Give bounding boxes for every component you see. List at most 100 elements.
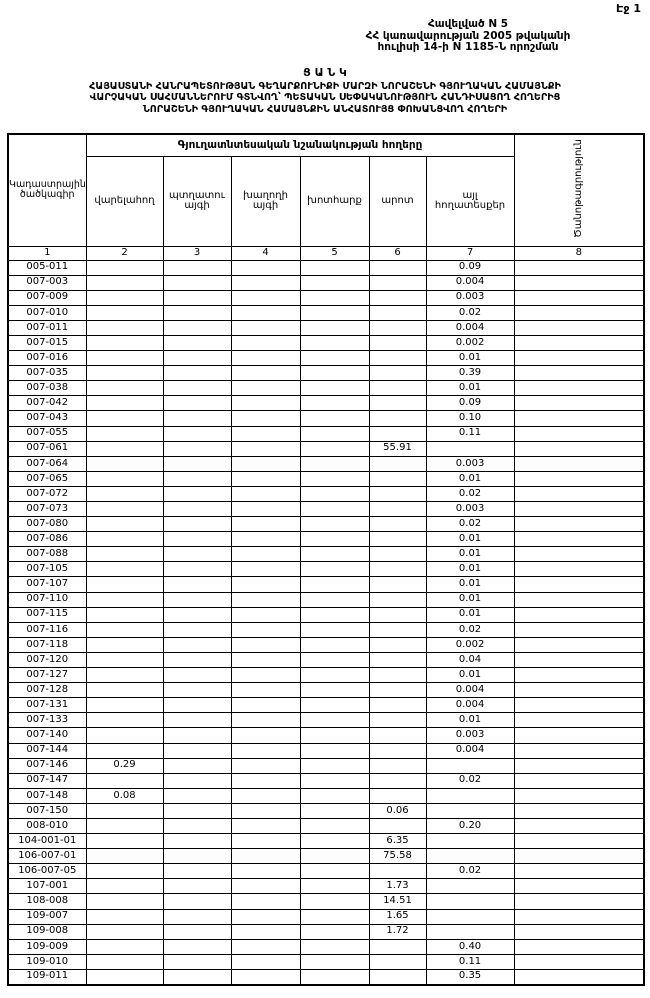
cadastral-code-cell: 106-007-05	[7, 863, 87, 880]
cadastral-code-cell: 107-001	[7, 878, 87, 895]
area-value-cell	[513, 470, 645, 487]
area-value-cell	[368, 953, 427, 970]
area-value-cell: 0.35	[425, 968, 515, 986]
area-value-cell	[230, 651, 301, 669]
area-value-cell	[230, 667, 301, 684]
area-value-cell: 0.01	[425, 470, 515, 487]
area-value-cell	[230, 757, 301, 774]
arable-land-header: վարելահող	[85, 155, 164, 247]
area-value-cell	[299, 350, 370, 367]
area-value-cell	[368, 968, 427, 986]
area-value-cell	[162, 274, 232, 291]
area-value-cell	[368, 350, 427, 367]
area-value-cell	[85, 651, 164, 669]
area-value-cell	[85, 863, 164, 880]
area-value-cell	[85, 500, 164, 518]
area-value-cell	[299, 953, 370, 970]
area-value-cell	[230, 591, 301, 608]
area-value-cell	[425, 802, 515, 819]
table-row: 007-147 0.02	[7, 772, 645, 789]
area-value-cell	[85, 953, 164, 970]
area-value-cell	[85, 682, 164, 699]
area-value-cell	[513, 531, 645, 548]
area-value-cell	[368, 470, 427, 487]
area-value-cell	[299, 968, 370, 986]
table-row: 007-146 0.29	[7, 757, 645, 774]
table-row: 007-128 0.004	[7, 682, 645, 699]
area-value-cell	[299, 516, 370, 533]
column-number-cell: 7	[425, 245, 515, 261]
area-value-cell	[162, 621, 232, 638]
area-value-cell	[299, 757, 370, 774]
area-value-cell	[85, 516, 164, 533]
area-value-cell	[299, 651, 370, 669]
area-value-cell	[368, 274, 427, 291]
area-value-cell	[85, 878, 164, 895]
area-value-cell	[230, 500, 301, 518]
area-value-cell	[299, 863, 370, 880]
area-value-cell	[368, 319, 427, 336]
area-value-cell	[162, 953, 232, 970]
cadastral-code-cell: 007-072	[7, 485, 87, 503]
table-row: 008-010 0.20	[7, 817, 645, 835]
area-value-cell: 0.09	[425, 259, 515, 276]
area-value-cell: 0.01	[425, 591, 515, 608]
cadastral-code-cell: 007-120	[7, 651, 87, 669]
table-row: 007-107 0.01	[7, 576, 645, 593]
area-value-cell	[162, 365, 232, 382]
area-value-cell	[368, 531, 427, 548]
annex-line: ՀՀ կառավարության 2005 թվականի	[365, 29, 571, 42]
area-value-cell: 0.06	[368, 802, 427, 819]
area-value-cell: 0.01	[425, 712, 515, 729]
area-value-cell	[299, 621, 370, 638]
area-value-cell: 0.002	[425, 334, 515, 352]
area-value-cell: 0.39	[425, 365, 515, 382]
area-value-cell	[230, 712, 301, 729]
area-value-cell	[162, 772, 232, 789]
table-row: 007-150 0.06	[7, 802, 645, 819]
area-value-cell	[368, 289, 427, 306]
area-value-cell	[299, 923, 370, 940]
area-value-cell	[85, 621, 164, 638]
area-value-cell	[368, 682, 427, 699]
area-value-cell: 1.65	[368, 908, 427, 925]
area-value-cell	[368, 425, 427, 442]
area-value-cell	[368, 546, 427, 563]
area-value-cell	[368, 757, 427, 774]
area-value-cell	[368, 742, 427, 759]
area-value-cell	[299, 410, 370, 427]
area-value-cell	[368, 938, 427, 955]
area-value-cell	[299, 500, 370, 518]
area-value-cell	[230, 606, 301, 623]
area-value-cell	[368, 636, 427, 653]
table-row: 007-043 0.10	[7, 410, 645, 427]
area-value-cell	[85, 395, 164, 412]
area-value-cell	[230, 319, 301, 336]
area-value-cell	[513, 727, 645, 744]
cadastral-code-cell: 007-016	[7, 350, 87, 367]
area-value-cell	[230, 365, 301, 382]
area-value-cell	[85, 833, 164, 850]
area-value-cell	[368, 621, 427, 638]
area-value-cell	[368, 259, 427, 276]
area-value-cell: 6.35	[368, 833, 427, 850]
area-value-cell	[85, 802, 164, 819]
area-value-cell	[368, 817, 427, 835]
column-number-cell: 2	[85, 245, 164, 261]
area-value-cell: 0.20	[425, 817, 515, 835]
area-value-cell	[85, 319, 164, 336]
cadastral-code-cell: 007-110	[7, 591, 87, 608]
area-value-cell	[513, 561, 645, 578]
area-value-cell	[85, 968, 164, 986]
area-value-cell	[425, 878, 515, 895]
area-value-cell	[368, 697, 427, 714]
area-value-cell	[162, 259, 232, 276]
area-value-cell: 0.004	[425, 274, 515, 291]
area-value-cell	[85, 667, 164, 684]
area-value-cell	[299, 727, 370, 744]
area-value-cell	[162, 863, 232, 880]
cadastral-code-header: Կադաստրային ծածկագիր	[7, 133, 87, 247]
table-row: 007-127 0.01	[7, 667, 645, 684]
area-value-cell: 0.004	[425, 742, 515, 759]
area-value-cell: 0.29	[85, 757, 164, 774]
